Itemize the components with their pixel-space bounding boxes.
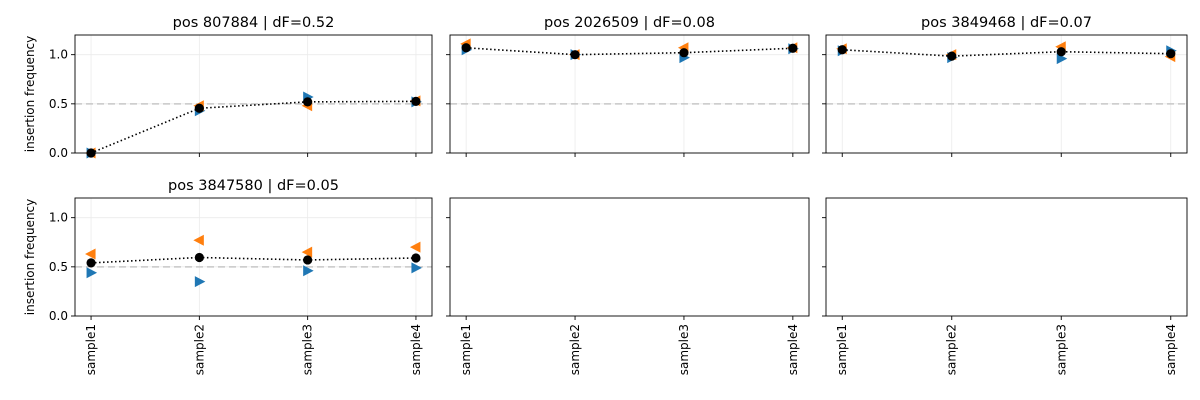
data-point-circle <box>303 97 313 107</box>
data-point-circle <box>837 45 847 55</box>
y-axis-label: insertion frequency <box>23 199 37 316</box>
axes-frame <box>825 197 1188 317</box>
subplot-5: sample1 sample2 sample3 sample4 <box>446 197 810 375</box>
y-tick-label: 0.0 <box>49 309 68 323</box>
subplot-3: pos 3849468 | dF=0.07 <box>822 15 1188 157</box>
data-point-circle <box>194 103 204 113</box>
data-point-triangle-right <box>411 262 422 274</box>
x-tick-label: sample4 <box>409 324 423 375</box>
series-line <box>842 48 1171 57</box>
x-tick-label: sample2 <box>945 324 959 375</box>
subplot-title: pos 3849468 | dF=0.07 <box>921 15 1092 31</box>
subplot-4: 0.0 0.5 1.0 sample1 sample2 sample3 sample4 pos… <box>23 178 433 375</box>
x-tick-label: sample4 <box>1164 324 1178 375</box>
data-point-triangle-right <box>194 276 206 288</box>
subplot-title: pos 807884 | dF=0.52 <box>173 15 335 31</box>
axes-frame <box>74 197 433 317</box>
data-point-circle <box>194 252 204 263</box>
series-circle <box>461 43 798 60</box>
data-point-circle <box>461 43 471 53</box>
data-point-circle <box>411 253 421 263</box>
data-point-circle <box>86 258 96 268</box>
series-triangle-left <box>85 234 421 260</box>
data-point-circle <box>411 96 421 106</box>
series-line <box>91 256 416 264</box>
subplot-6: sample1 sample2 sample3 sample4 <box>822 197 1188 375</box>
y-tick-label: 0.0 <box>49 146 68 160</box>
series-circle <box>837 45 1176 61</box>
data-point-triangle-left <box>301 246 313 258</box>
data-point-circle <box>788 43 798 53</box>
data-point-triangle-left <box>85 248 96 260</box>
series-triangle-right <box>86 262 422 288</box>
y-axis-label: insertion frequency <box>23 36 37 153</box>
series-circle <box>86 96 421 158</box>
subplot-2: pos 2026509 | dF=0.08 <box>446 15 810 157</box>
series-circle <box>86 252 421 268</box>
x-tick-label: sample4 <box>786 324 800 375</box>
data-point-circle <box>679 48 689 58</box>
y-tick-label: 0.5 <box>49 97 68 111</box>
series-triangle-left <box>85 95 421 159</box>
x-tick-label: sample2 <box>568 324 582 375</box>
axes-frame <box>825 34 1188 154</box>
series-line <box>90 100 416 154</box>
axes-frame <box>449 34 810 154</box>
subplot-title: pos 2026509 | dF=0.08 <box>544 15 715 31</box>
y-tick-label: 1.0 <box>49 211 68 225</box>
data-point-triangle-left <box>409 241 421 253</box>
x-tick-label: sample1 <box>459 324 473 375</box>
data-point-circle <box>947 51 957 61</box>
data-point-circle <box>303 255 313 265</box>
x-tick-label: sample3 <box>301 324 315 375</box>
data-point-triangle-left <box>193 234 204 246</box>
series-line <box>466 46 793 56</box>
data-point-circle <box>1166 49 1176 59</box>
data-point-triangle-right <box>86 267 98 279</box>
series-triangle-left <box>460 38 798 61</box>
axes-frame <box>74 34 433 154</box>
axes-frame <box>449 197 810 317</box>
subplot-1: 0.0 0.5 1.0 pos 807884 | dF=0.52 insertion f… <box>23 15 433 160</box>
data-point-triangle-right <box>303 265 314 277</box>
x-tick-label: sample2 <box>192 324 206 375</box>
x-tick-label: sample1 <box>835 324 849 375</box>
data-point-circle <box>570 50 580 60</box>
series-triangle-right <box>86 91 422 159</box>
y-tick-label: 1.0 <box>49 48 68 62</box>
subplot-title: pos 3847580 | dF=0.05 <box>168 178 339 194</box>
x-tick-label: sample3 <box>1054 324 1068 375</box>
x-tick-label: sample3 <box>677 324 691 375</box>
data-point-circle <box>1056 47 1066 57</box>
x-tick-label: sample1 <box>84 324 98 375</box>
y-tick-label: 0.5 <box>49 260 68 274</box>
